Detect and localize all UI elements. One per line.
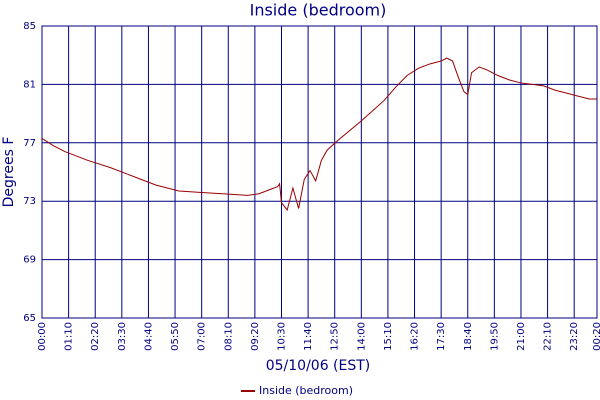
x-tick-label: 15:10 bbox=[383, 322, 394, 351]
x-tick-label: 22:10 bbox=[543, 322, 554, 351]
x-tick-label: 08:10 bbox=[223, 322, 234, 351]
x-tick-label: 21:00 bbox=[516, 322, 527, 351]
x-tick-label: 12:50 bbox=[330, 322, 341, 351]
x-tick-label: 03:30 bbox=[117, 322, 128, 351]
line bbox=[41, 57, 597, 212]
legend-label: Inside (bedroom) bbox=[259, 384, 353, 397]
x-tick-label: 01:10 bbox=[64, 322, 75, 351]
x-tick-label: 05:50 bbox=[170, 322, 181, 351]
x-tick-label: 00:20 bbox=[592, 322, 600, 351]
x-tick-label: 04:40 bbox=[143, 322, 154, 351]
x-tick-label: 18:40 bbox=[463, 322, 474, 351]
y-axis-label: Degrees F bbox=[1, 137, 17, 208]
x-tick-label: 00:00 bbox=[37, 322, 48, 351]
x-tick-label: 02:20 bbox=[90, 322, 101, 351]
y-tick-label: 85 bbox=[23, 21, 36, 32]
chart-title: Inside (bedroom) bbox=[250, 1, 387, 20]
y-tick-label: 77 bbox=[23, 138, 36, 149]
y-tick-label: 81 bbox=[23, 79, 36, 90]
x-tick-label: 11:40 bbox=[303, 322, 314, 351]
x-tick-label: 17:30 bbox=[436, 322, 447, 351]
x-tick-label: 10:30 bbox=[276, 322, 287, 351]
plot-area bbox=[41, 25, 598, 319]
x-tick-label: 07:00 bbox=[197, 322, 208, 351]
x-axis-label: 05/10/06 (EST) bbox=[266, 358, 371, 374]
x-tick-label: 23:20 bbox=[569, 322, 580, 351]
y-tick-label: 69 bbox=[23, 255, 36, 266]
x-tick-label: 14:00 bbox=[356, 322, 367, 351]
x-tick-label: 16:20 bbox=[410, 322, 421, 351]
x-tick-label: 19:50 bbox=[489, 322, 500, 351]
y-tick-label: 73 bbox=[23, 196, 36, 207]
y-tick-label: 65 bbox=[23, 313, 36, 324]
x-tick-label: 09:20 bbox=[250, 322, 261, 351]
